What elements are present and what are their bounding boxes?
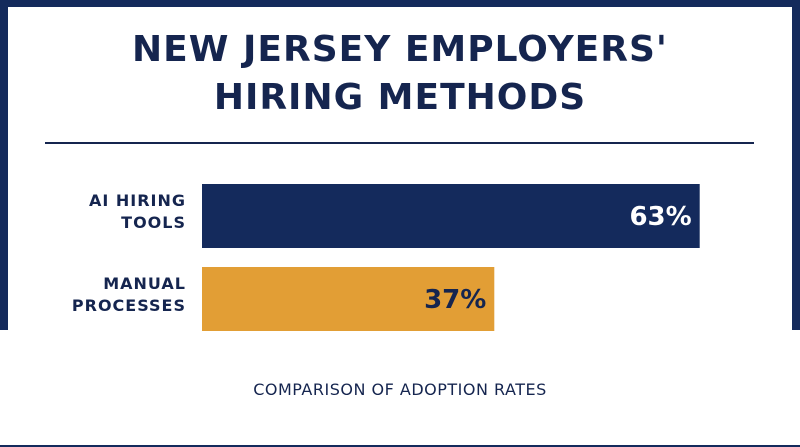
chart-caption: COMPARISON OF ADOPTION RATES xyxy=(253,380,547,399)
category-label-1-line-1: PROCESSES xyxy=(72,296,186,315)
bar-1 xyxy=(202,267,495,331)
title-divider xyxy=(45,142,754,144)
frame-border-bottom xyxy=(0,445,800,447)
category-label-0-line-1: TOOLS xyxy=(121,213,186,232)
category-label-1-line-0: MANUAL xyxy=(103,274,186,293)
category-label-0-line-0: AI HIRING xyxy=(89,191,186,210)
bar-0 xyxy=(202,184,700,248)
frame-border-top xyxy=(0,0,800,7)
bar-value-label-0: 63% xyxy=(629,202,691,232)
chart-title: NEW JERSEY EMPLOYERS' HIRING METHODS xyxy=(40,26,760,122)
chart-title-line-2: HIRING METHODS xyxy=(213,77,587,118)
chart-title-line-1: NEW JERSEY EMPLOYERS' xyxy=(132,29,668,70)
frame-border-left xyxy=(0,0,8,330)
bar-value-label-1: 37% xyxy=(424,285,486,315)
frame-border-right xyxy=(792,0,800,330)
